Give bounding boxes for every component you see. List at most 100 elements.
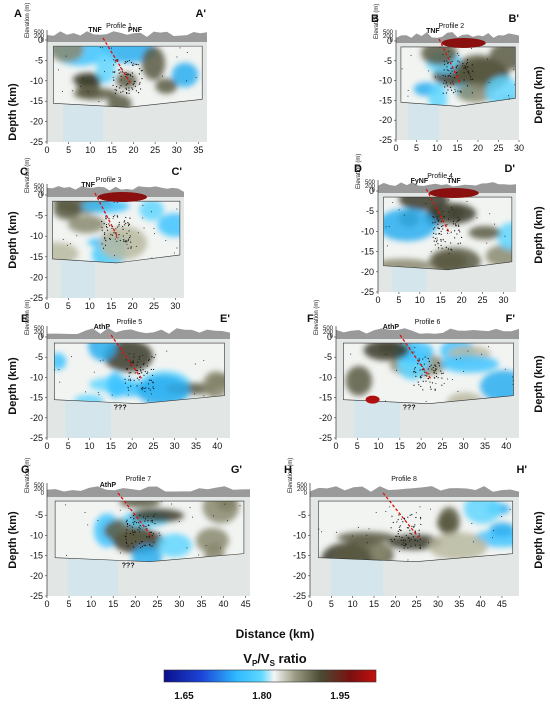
earthquake-dot — [153, 387, 155, 390]
model-anomalies — [321, 501, 513, 562]
earthquake-dot — [113, 232, 115, 234]
earthquake-dot — [137, 529, 139, 531]
elevation-tick-label: 200 — [297, 487, 308, 493]
fault-trace — [425, 188, 451, 234]
earthquake-dot — [112, 216, 115, 218]
earthquake-dot — [93, 371, 95, 373]
fault-trace — [110, 334, 143, 380]
ylabel-row2-right: Depth (km) — [533, 206, 545, 264]
earthquake-dot — [469, 76, 472, 78]
earthquake-dot — [391, 540, 393, 543]
elevation-tick-label: 0 — [330, 334, 334, 340]
panel-D: 0 5 10 15 20 25 30 0 -5 -10 -15 -20 -25 Elevation (m)… — [354, 154, 516, 305]
velocity-anomaly — [387, 534, 442, 550]
high-vpvs-anomaly — [97, 192, 148, 202]
earthquake-dot — [443, 82, 445, 84]
x-tick-label: 30 — [174, 599, 184, 609]
earthquake-dot — [112, 71, 114, 73]
earthquake-dot — [115, 236, 118, 238]
earthquake-dot — [152, 533, 155, 535]
earthquake-dot — [460, 91, 462, 93]
earthquake-dot — [205, 545, 207, 547]
earthquake-dot — [203, 395, 205, 397]
earthquake-dot — [457, 243, 459, 245]
earthquake-dot — [114, 92, 117, 94]
earthquake-dot — [98, 101, 100, 103]
earthquake-dot — [125, 542, 128, 544]
earthquake-dot — [462, 65, 464, 67]
x-tick-label: 30 — [498, 295, 508, 305]
x-tick-label: 25 — [152, 599, 162, 609]
ylabel-row4-right: Depth (km) — [533, 511, 545, 569]
velocity-anomaly — [88, 343, 117, 361]
earthquake-dot — [408, 537, 410, 540]
earthquake-dot — [432, 228, 434, 230]
earthquake-dot — [486, 58, 488, 60]
earthquake-dot — [149, 531, 151, 533]
earthquake-dot — [472, 78, 474, 81]
earthquake-dot — [150, 531, 153, 533]
earthquake-dot — [141, 387, 143, 389]
earthquake-dot — [425, 400, 427, 402]
profile-start-label: B — [371, 13, 379, 25]
earthquake-dot — [134, 63, 136, 65]
earthquake-dot — [440, 239, 442, 241]
earthquake-dot — [82, 77, 84, 79]
earthquake-dot — [139, 514, 141, 517]
y-tick-label: -5 — [324, 352, 332, 362]
earthquake-dot — [80, 85, 82, 87]
colorbar-title-sub1: P — [252, 659, 258, 668]
earthquake-dot — [434, 237, 436, 240]
earthquake-dot — [135, 370, 137, 372]
y-tick-label: 0 — [387, 36, 392, 46]
earthquake-dot — [166, 350, 168, 352]
earthquake-dot — [128, 379, 130, 381]
earthquake-dot — [84, 511, 86, 513]
earthquake-dot — [420, 376, 422, 379]
velocity-anomaly — [383, 208, 437, 242]
velocity-anomaly — [155, 78, 178, 94]
velocity-anomaly — [429, 203, 477, 224]
earthquake-dot — [452, 223, 455, 225]
y-tick-label: 0 — [327, 332, 332, 342]
earthquake-dot — [442, 53, 444, 55]
y-tick-label: -20 — [30, 571, 43, 581]
y-tick-label: -10 — [293, 530, 306, 540]
earthquake-dot — [467, 70, 469, 72]
earthquake-dot — [192, 516, 194, 518]
velocity-anomaly — [398, 197, 449, 211]
earthquake-dot — [125, 541, 127, 543]
earthquake-dot — [440, 370, 442, 372]
earthquake-dot — [129, 235, 131, 237]
earthquake-dot — [135, 245, 137, 247]
earthquake-dot — [128, 59, 131, 62]
earthquake-dot — [125, 74, 127, 76]
velocity-anomaly — [371, 542, 389, 562]
model-outline — [400, 46, 516, 107]
earthquake-dot — [399, 525, 401, 527]
x-tick-label: 20 — [128, 145, 138, 155]
earthquake-dot — [98, 394, 100, 396]
velocity-anomaly — [456, 83, 494, 103]
earthquake-dot — [443, 69, 445, 71]
earthquake-dot — [413, 384, 415, 386]
profile-end-label: G' — [231, 464, 243, 476]
earthquake-dot — [124, 62, 126, 65]
fault-trace — [382, 492, 420, 538]
x-tick-label: 30 — [172, 145, 182, 155]
x-tick-label: 30 — [459, 441, 469, 451]
earthquake-dot — [113, 79, 115, 81]
earthquake-dot — [154, 233, 156, 235]
earthquake-dot — [438, 365, 441, 367]
earthquake-dot — [454, 230, 456, 232]
earthquake-dot — [449, 82, 452, 84]
earthquake-dot — [138, 358, 140, 360]
earthquake-dot — [431, 368, 433, 370]
profile-name: Profile 5 — [117, 319, 143, 326]
y-tick-label: -10 — [361, 226, 374, 236]
earthquake-dot — [414, 539, 416, 541]
earthquake-dot — [450, 89, 453, 91]
earthquake-dot — [135, 522, 138, 524]
x-tick-label: 0 — [307, 599, 312, 609]
fault-trace — [399, 334, 432, 380]
